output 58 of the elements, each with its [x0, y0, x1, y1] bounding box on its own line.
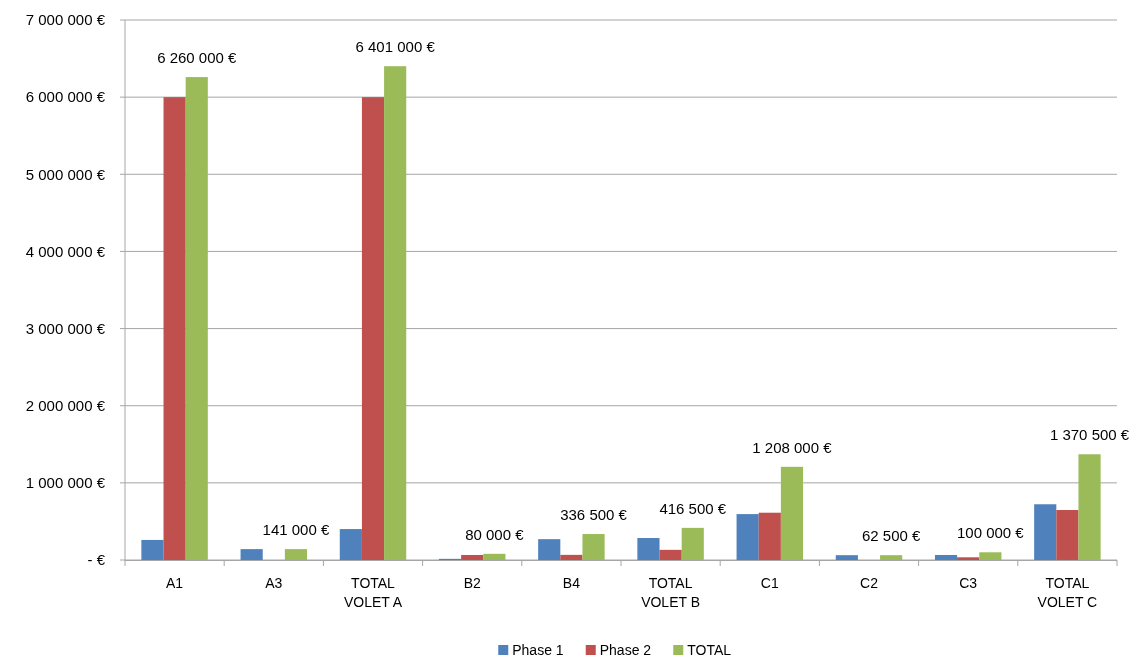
bar	[185, 77, 208, 560]
data-label: 1 370 500 €	[1049, 426, 1130, 444]
bar	[384, 66, 407, 560]
bar	[560, 554, 583, 560]
y-tick-label: 5 000 000 €	[25, 165, 106, 183]
data-label: 6 260 000 €	[157, 49, 238, 67]
bar	[1078, 454, 1101, 560]
bar	[681, 527, 704, 560]
bar	[461, 554, 484, 560]
bar	[1056, 510, 1079, 560]
bar	[758, 512, 781, 560]
y-tick-label: 2 000 000 €	[25, 396, 106, 414]
bar	[880, 555, 903, 560]
x-tick-label: B2	[463, 575, 481, 591]
legend-label: TOTAL	[687, 641, 732, 658]
bar	[637, 538, 660, 560]
data-label: 62 500 €	[861, 527, 922, 545]
x-tick-label: TOTAL VOLET A	[343, 575, 403, 610]
y-tick-label: 3 000 000 €	[25, 319, 106, 337]
x-tick-label: B4	[562, 575, 581, 591]
bar	[979, 552, 1002, 560]
bar	[339, 529, 362, 560]
bar	[957, 557, 980, 560]
bar	[659, 549, 682, 560]
y-tick-label: 4 000 000 €	[25, 242, 106, 260]
bar	[163, 97, 186, 560]
data-label: 416 500 €	[659, 499, 727, 517]
y-tick-label: 1 000 000 €	[25, 474, 106, 492]
legend-label: Phase 2	[599, 641, 652, 658]
bar	[483, 553, 506, 560]
x-tick-label: C3	[959, 575, 978, 591]
y-tick-label: 7 000 000 €	[25, 11, 106, 29]
bar	[736, 514, 759, 560]
x-tick-label: TOTAL VOLET C	[1037, 575, 1098, 610]
data-label: 100 000 €	[956, 524, 1025, 542]
x-tick-label: C2	[860, 575, 879, 591]
legend-label: Phase 1	[512, 641, 564, 658]
bar	[284, 549, 308, 560]
y-tick-label: 6 000 000 €	[25, 88, 106, 106]
bar	[240, 549, 263, 560]
bar	[141, 539, 164, 560]
data-label: 336 500 €	[560, 506, 628, 524]
x-tick-label: A1	[166, 575, 184, 591]
data-label: 141 000 €	[262, 521, 330, 539]
x-tick-label: C1	[760, 575, 779, 591]
bar	[538, 539, 561, 560]
bar	[835, 555, 858, 560]
bar	[1034, 504, 1057, 560]
data-label: 1 208 000 €	[752, 438, 833, 456]
bar	[934, 554, 958, 560]
data-label: 80 000 €	[465, 525, 525, 543]
bar	[780, 466, 804, 560]
x-tick-label: TOTAL VOLET B	[641, 575, 701, 610]
y-tick-label: - €	[87, 551, 106, 569]
data-label: 6 401 000 €	[355, 38, 436, 56]
bar	[582, 534, 605, 560]
bar	[361, 97, 385, 560]
x-tick-label: A3	[265, 575, 283, 591]
